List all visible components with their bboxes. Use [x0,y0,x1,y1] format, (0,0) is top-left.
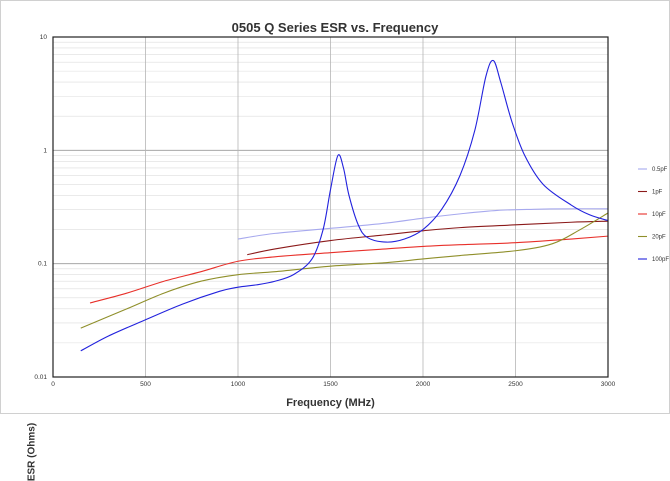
legend-label-10pf: 10pF [652,212,666,218]
x-tick-label: 1000 [231,381,246,388]
x-tick-label: 3000 [601,381,616,388]
legend-label-0-5pf: 0.5pF [652,167,668,173]
y-axis-label: ESR (Ohms) [26,422,38,481]
x-tick-label: 2500 [508,381,523,388]
y-tick-label: 10 [40,34,48,41]
legend-label-1pf: 1pF [652,190,663,196]
ticks-layer: 0.01 0.1 1 10 0 500 1000 1500 2000 2500 3000 [34,34,615,388]
series-line-20pf [80,212,609,329]
grid-major [52,36,609,378]
series-line-100pf [80,59,609,352]
legend: 0.5pF 1pF 10pF 20pF 100pF [638,167,669,263]
series-line-0-5pf [237,208,609,240]
chart-svg: 0.01 0.1 1 10 0 500 1000 1500 2000 2500 3000 0.5pF… [34,34,669,388]
legend-label-100pf: 100pF [652,257,669,263]
y-tick-label: 0.1 [38,261,47,268]
y-tick-label: 1 [43,147,47,154]
plot-border [52,36,609,378]
series-line-10pf [89,235,609,304]
x-tick-label: 1500 [323,381,338,388]
x-tick-label: 500 [140,381,151,388]
x-tick-label: 2000 [416,381,431,388]
x-axis-label: Frequency (MHz) [286,397,375,409]
legend-label-20pf: 20pF [652,235,666,241]
series-layer [80,59,609,352]
y-tick-label: 0.01 [34,374,47,381]
series-line-1pf [247,220,609,256]
x-tick-label: 0 [51,381,55,388]
chart-title: 0505 Q Series ESR vs. Frequency [231,20,439,35]
chart-frame [0,0,670,414]
